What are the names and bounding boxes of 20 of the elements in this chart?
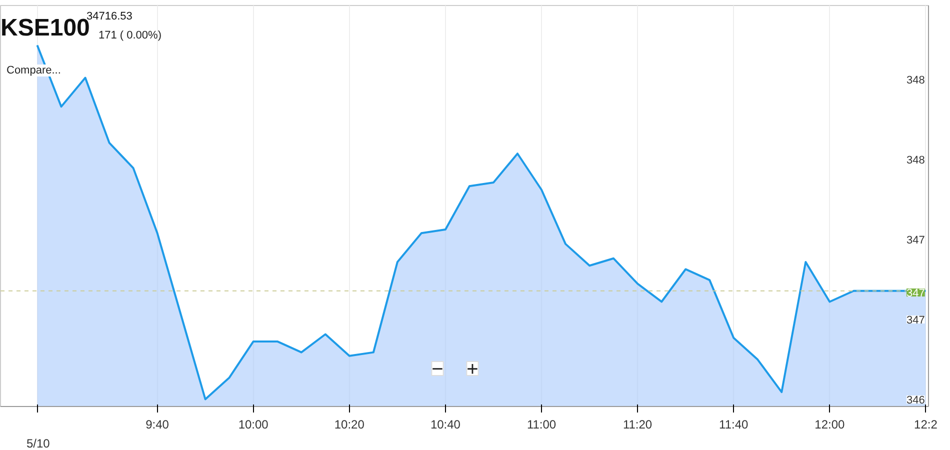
x-tick-label: 10:00	[238, 418, 269, 432]
annotation: +	[466, 358, 478, 380]
annotation: 347	[906, 234, 925, 246]
text: 171 ( 0.00%)	[98, 30, 162, 42]
text: 5/10	[26, 436, 50, 450]
x-tick-label: 10:40	[430, 418, 461, 432]
x-tick-label: 12:00	[814, 418, 846, 432]
annotation: 347	[906, 288, 925, 300]
annotation: −	[432, 358, 444, 380]
annotation: Compare...	[6, 64, 61, 76]
annotation: 346	[906, 394, 925, 406]
annotation: 347	[906, 314, 925, 326]
x-tick-label: 11:00	[526, 418, 556, 432]
x-tick-label: 12:2	[914, 418, 938, 432]
x-tick-label: 9:40	[146, 418, 170, 432]
x-tick-label: 11:40	[719, 418, 749, 432]
x-tick-label: 10:20	[334, 418, 365, 432]
annotation: 348	[906, 74, 925, 86]
x-tick-label: 11:20	[622, 418, 652, 432]
annotation: 348	[906, 154, 925, 166]
